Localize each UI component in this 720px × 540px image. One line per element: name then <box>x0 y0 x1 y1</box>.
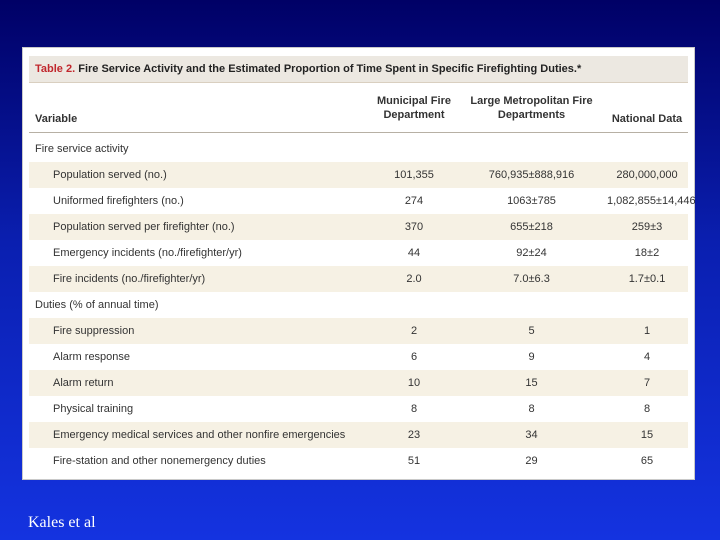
table-row: Physical training 8 8 8 <box>29 396 688 422</box>
row-label: Fire-station and other nonemergency duti… <box>53 455 266 467</box>
cell-national: 15 <box>640 429 654 441</box>
table-title-text: Fire Service Activity and the Estimated … <box>78 63 582 75</box>
table-title: Table 2. Fire Service Activity and the E… <box>29 56 688 83</box>
row-label: Alarm response <box>53 351 131 363</box>
table-row: Alarm response 6 9 4 <box>29 344 688 370</box>
table-row: Population served per firefighter (no.) 3… <box>29 214 688 240</box>
cell-national: 1.7±0.1 <box>628 273 666 285</box>
cell-municipal: 2.0 <box>406 273 422 285</box>
cell-national: 7 <box>643 377 651 389</box>
section-row: Fire service activity <box>29 136 688 162</box>
row-label: Physical training <box>53 403 134 415</box>
row-label: Fire incidents (no./firefighter/yr) <box>53 273 206 285</box>
row-label: Population served (no.) <box>53 169 167 181</box>
table-row: Fire suppression 2 5 1 <box>29 318 688 344</box>
cell-municipal: 6 <box>410 351 418 363</box>
cell-national: 1,082,855±14,446 <box>607 195 696 207</box>
header-variable: Variable <box>35 113 78 125</box>
row-label: Fire suppression <box>53 325 135 337</box>
cell-national: 259±3 <box>631 221 663 233</box>
cell-national: 18±2 <box>634 247 660 259</box>
cell-municipal: 370 <box>404 221 424 233</box>
table-row: Uniformed firefighters (no.) 274 1063±785 1… <box>29 188 696 214</box>
cell-municipal: 2 <box>410 325 418 337</box>
table-body: Fire service activity Population served (… <box>29 136 696 474</box>
section-title: Fire service activity <box>35 143 129 155</box>
cell-metropolitan: 8 <box>528 403 535 415</box>
cell-national: 4 <box>643 351 651 363</box>
cell-metropolitan: 9 <box>528 351 535 363</box>
cell-metropolitan: 29 <box>525 455 538 467</box>
slide-caption: Kales et al <box>28 514 96 531</box>
cell-metropolitan: 15 <box>525 377 538 389</box>
row-label: Alarm return <box>53 377 114 389</box>
table-number: Table 2. <box>35 63 76 75</box>
cell-municipal: 44 <box>407 247 421 259</box>
header-metropolitan: Large Metropolitan Fire Departments <box>470 95 593 121</box>
row-label: Emergency medical services and other non… <box>53 429 346 441</box>
cell-municipal: 51 <box>407 455 421 467</box>
cell-metropolitan: 34 <box>525 429 538 441</box>
header-national: National Data <box>611 113 683 125</box>
cell-metropolitan: 655±218 <box>510 221 553 233</box>
table-row: Emergency incidents (no./firefighter/yr)… <box>29 240 688 266</box>
cell-metropolitan: 760,935±888,916 <box>488 169 575 181</box>
table-row: Population served (no.) 101,355 760,935±88… <box>29 162 688 188</box>
cell-national: 8 <box>643 403 651 415</box>
cell-national: 1 <box>643 325 651 337</box>
section-row: Duties (% of annual time) <box>29 292 688 318</box>
cell-municipal: 274 <box>404 195 424 207</box>
table-row: Fire incidents (no./firefighter/yr) 2.0 7.… <box>29 266 688 292</box>
cell-metropolitan: 5 <box>528 325 535 337</box>
table-row: Emergency medical services and other non… <box>29 422 688 448</box>
header-municipal: Municipal Fire Department <box>377 95 451 121</box>
cell-metropolitan: 7.0±6.3 <box>513 273 550 285</box>
cell-national: 65 <box>640 455 654 467</box>
section-title: Duties (% of annual time) <box>35 299 159 311</box>
cell-municipal: 10 <box>407 377 421 389</box>
cell-metropolitan: 1063±785 <box>507 195 556 207</box>
table-figure: Table 2. Fire Service Activity and the E… <box>22 47 696 480</box>
cell-municipal: 23 <box>407 429 421 441</box>
row-label: Population served per firefighter (no.) <box>53 221 235 233</box>
table-header: Variable Municipal Fire Department Large… <box>29 88 688 133</box>
table-row: Alarm return 10 15 7 <box>29 370 688 396</box>
row-label: Emergency incidents (no./firefighter/yr) <box>53 247 242 259</box>
cell-national: 280,000,000 <box>616 169 678 181</box>
cell-municipal: 101,355 <box>394 169 434 181</box>
cell-municipal: 8 <box>410 403 418 415</box>
cell-metropolitan: 92±24 <box>516 247 547 259</box>
row-label: Uniformed firefighters (no.) <box>53 195 184 207</box>
table-row: Fire-station and other nonemergency duti… <box>29 448 688 474</box>
